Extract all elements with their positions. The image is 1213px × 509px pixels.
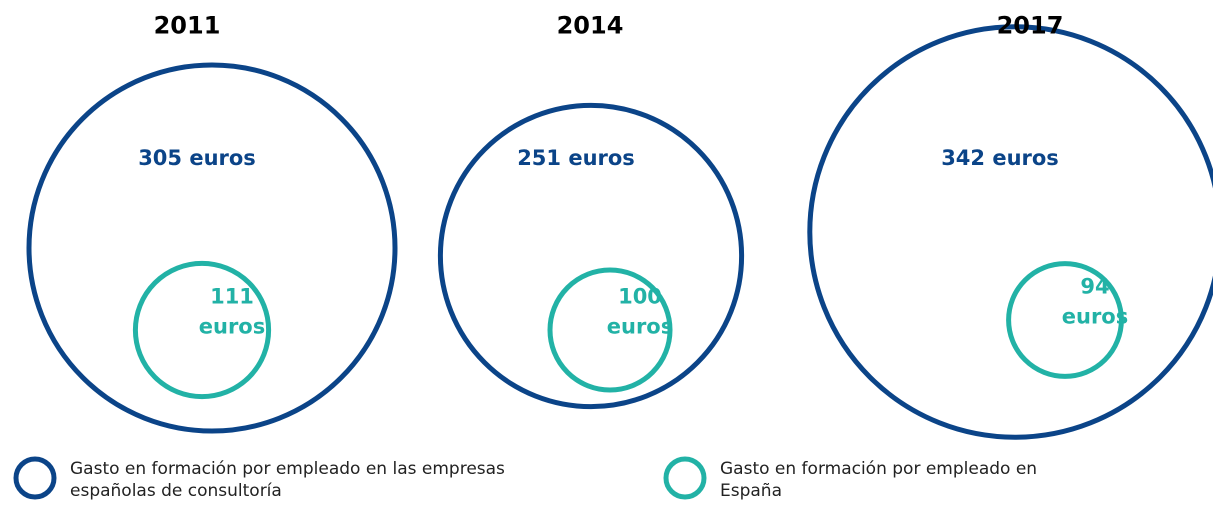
legend-swatch xyxy=(13,456,57,500)
outer-circle xyxy=(807,24,1213,440)
year-label: 2011 xyxy=(153,11,221,40)
outer-value-label: 305 euros xyxy=(138,145,256,170)
inner-value-label: 100 euros xyxy=(606,284,674,339)
inner-value-label: 111 euros xyxy=(198,284,266,339)
legend-label: Gasto en formación por empleado en Españ… xyxy=(720,459,1038,502)
outer-value-label: 251 euros xyxy=(517,145,635,170)
inner-circle xyxy=(547,267,673,393)
inner-circle xyxy=(1006,261,1124,379)
outer-circle xyxy=(437,102,745,410)
year-label: 2017 xyxy=(996,11,1064,40)
year-label: 2014 xyxy=(556,11,624,40)
outer-circle xyxy=(26,62,398,434)
inner-value-label: 94 euros xyxy=(1061,274,1129,329)
outer-value-label: 342 euros xyxy=(941,145,1059,170)
legend-swatch xyxy=(663,456,707,500)
inner-circle xyxy=(132,260,272,400)
legend-label: Gasto en formación por empleado en las e… xyxy=(70,459,505,502)
